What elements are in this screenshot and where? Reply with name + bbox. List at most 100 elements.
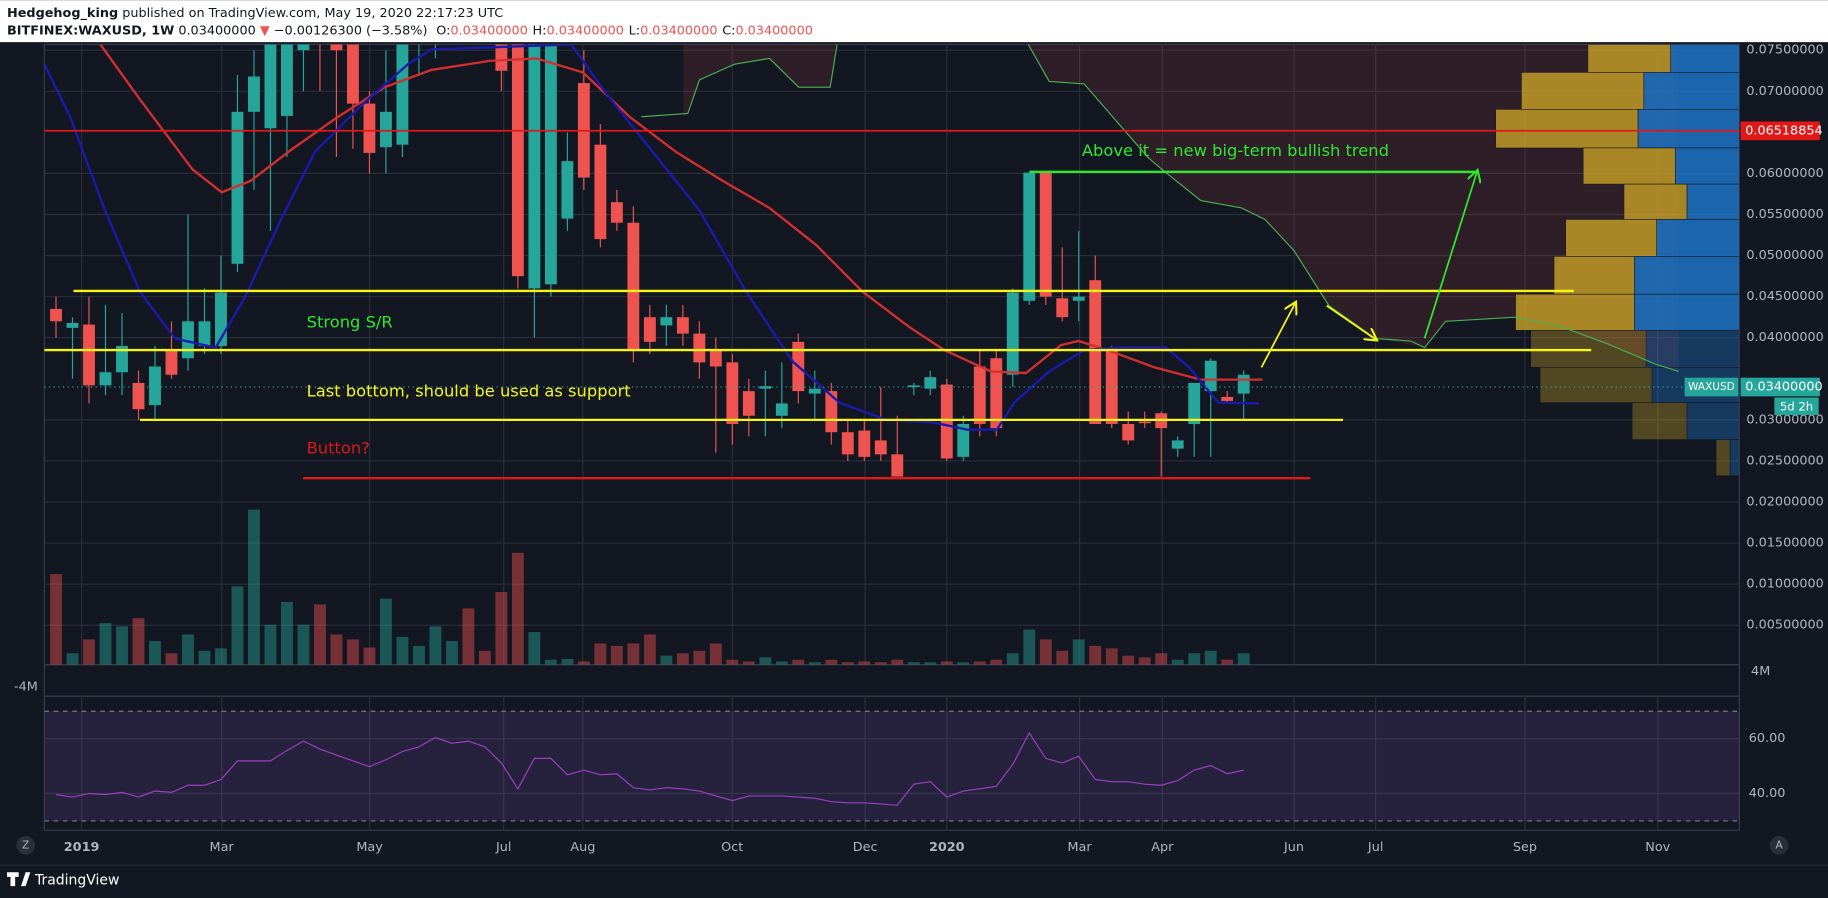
profile-up bbox=[1539, 367, 1653, 403]
profile-up bbox=[1553, 256, 1635, 295]
volume-axis-label: 4M bbox=[1751, 664, 1770, 679]
candle-body bbox=[1237, 374, 1250, 394]
volume-bar bbox=[412, 645, 425, 665]
volume-bar bbox=[627, 643, 640, 665]
x-tick-label: 2020 bbox=[929, 840, 965, 855]
y-tick-label: 0.00500000 bbox=[1746, 618, 1823, 633]
x-tick-label: Oct bbox=[721, 840, 743, 855]
brand: TradingView bbox=[34, 872, 119, 888]
profile-down bbox=[1645, 330, 1740, 368]
logo bbox=[6, 872, 31, 887]
button[interactable] bbox=[16, 836, 35, 855]
candle-body bbox=[561, 161, 574, 219]
y-tick-label: 0.03000000 bbox=[1746, 412, 1823, 427]
volume-bar bbox=[495, 592, 508, 665]
cloud-shade bbox=[683, 44, 838, 117]
volume-bar bbox=[1221, 659, 1234, 665]
price-tag bbox=[1740, 121, 1820, 141]
candle-body bbox=[511, 44, 524, 277]
volume-bar bbox=[314, 604, 326, 665]
profile-down bbox=[1656, 219, 1740, 257]
candle-body bbox=[759, 386, 772, 389]
candle-body bbox=[808, 388, 821, 394]
volume-bar bbox=[907, 662, 920, 665]
volume-bar bbox=[726, 659, 739, 665]
volume-bar bbox=[775, 661, 788, 665]
volume-bar bbox=[462, 608, 475, 665]
y-tick-label: 0.02500000 bbox=[1746, 453, 1823, 468]
candle-body bbox=[1105, 350, 1118, 424]
profile-up bbox=[1715, 439, 1731, 477]
volume-bar bbox=[363, 647, 376, 665]
profile-down bbox=[1643, 72, 1740, 110]
y-tick-label: 0.05500000 bbox=[1746, 207, 1823, 222]
candle-body bbox=[1089, 280, 1102, 424]
price-tag-label: 0.06518854 bbox=[1745, 123, 1822, 138]
candle-body bbox=[693, 333, 706, 363]
volume-bar bbox=[841, 662, 854, 665]
change-arrow: ▼ bbox=[260, 23, 270, 38]
candle-body bbox=[660, 317, 673, 326]
volume-bar bbox=[792, 659, 805, 665]
header-line-2: BITFINEX:WAXUSD, 1W 0.03400000 ▼ −0.0012… bbox=[7, 23, 813, 38]
ohlc-value: 0.03400000 bbox=[640, 23, 717, 38]
symbol-tag bbox=[1684, 377, 1739, 397]
ohlc-label: C: bbox=[722, 23, 735, 38]
x-tick-label: May bbox=[356, 840, 383, 855]
volume-bar bbox=[1006, 653, 1019, 665]
candle-body bbox=[841, 432, 854, 455]
candle-body bbox=[66, 322, 79, 328]
volume-bar bbox=[478, 650, 491, 665]
volume-bar bbox=[297, 624, 310, 665]
profile-down bbox=[1686, 183, 1740, 220]
profile-up bbox=[1521, 72, 1645, 110]
candle-body bbox=[495, 44, 508, 71]
candle-body bbox=[182, 321, 194, 359]
volume-bar bbox=[1072, 639, 1085, 665]
button-label[interactable]: Z bbox=[22, 839, 29, 851]
countdown-tag bbox=[1774, 397, 1819, 415]
annotation: Above it = new big-term bullish trend bbox=[1082, 141, 1389, 160]
volume-bar bbox=[182, 634, 194, 665]
candle-body bbox=[924, 377, 937, 389]
volume-bar bbox=[660, 655, 673, 665]
x-tick-label: Jul bbox=[495, 840, 511, 855]
x-tick-label: Mar bbox=[210, 840, 235, 855]
indicator-line bbox=[641, 44, 1679, 372]
button-label[interactable]: A bbox=[1775, 839, 1783, 851]
candle-body bbox=[709, 350, 722, 367]
candle-body bbox=[957, 423, 970, 457]
profile-up bbox=[1623, 183, 1688, 220]
candle-body bbox=[231, 111, 244, 264]
candle-body bbox=[1039, 172, 1052, 297]
profile-up bbox=[1587, 44, 1671, 73]
volume-bar bbox=[825, 659, 838, 665]
author: Hedgehog_king bbox=[7, 5, 118, 20]
button[interactable] bbox=[1769, 836, 1789, 855]
volume-bar bbox=[1138, 657, 1151, 665]
candle-body bbox=[1122, 423, 1135, 441]
x-tick-label: Jun bbox=[1283, 840, 1304, 855]
y-tick-label: 0.04000000 bbox=[1746, 330, 1823, 345]
volume-bar bbox=[759, 657, 772, 665]
y-tick-label: 0.05000000 bbox=[1746, 248, 1823, 263]
volume-bar bbox=[198, 650, 211, 665]
price-tag bbox=[1740, 377, 1820, 397]
candle-body bbox=[973, 366, 986, 424]
profile-up bbox=[1515, 293, 1635, 331]
volume-bar bbox=[149, 641, 161, 665]
candle-body bbox=[346, 44, 359, 104]
candle-body bbox=[99, 372, 112, 386]
symbol-tag-label: WAXUSD bbox=[1688, 381, 1735, 393]
profile-down bbox=[1670, 44, 1740, 73]
volume-bar bbox=[940, 661, 953, 665]
ohlc-label: O: bbox=[436, 23, 450, 38]
volume-bar bbox=[99, 623, 112, 665]
x-tick-label: Mar bbox=[1067, 840, 1092, 855]
candle-body bbox=[396, 44, 409, 145]
symbol: BITFINEX:WAXUSD, 1W bbox=[7, 23, 174, 38]
last-price: 0.03400000 bbox=[178, 23, 255, 38]
candle-body bbox=[198, 321, 211, 346]
volume-bar bbox=[544, 659, 557, 665]
y-tick-label: 60.00 bbox=[1749, 731, 1786, 746]
